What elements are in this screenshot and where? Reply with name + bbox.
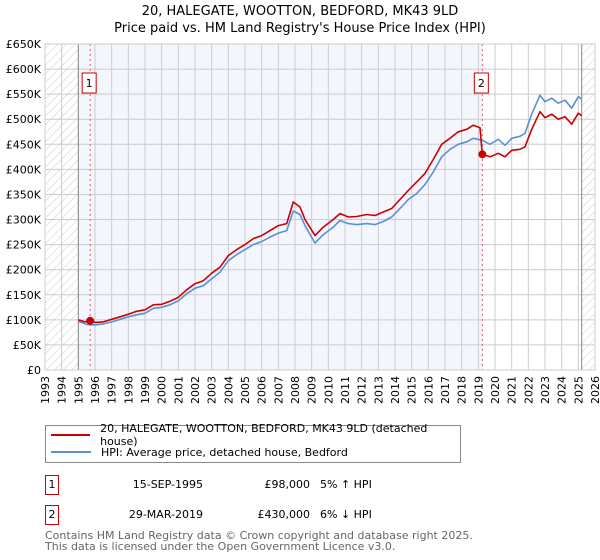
transaction-row: 2 29-MAR-2019 £430,000 6% ↓ HPI [45, 505, 465, 525]
sale-label-box [81, 72, 97, 94]
chart-subtitle: Price paid vs. HM Land Registry's House … [114, 21, 486, 36]
x-tick-label: 2025 [572, 376, 585, 404]
legend-label-hpi: HPI: Average price, detached house, Bedf… [101, 445, 348, 459]
sale-label: 1 [86, 77, 93, 90]
x-tick-label: 2002 [189, 376, 202, 404]
legend-item-hpi: HPI: Average price, detached house, Bedf… [51, 444, 348, 460]
y-tick-label: £350K [6, 188, 42, 201]
plot-border [44, 43, 596, 371]
transaction-marker: 2 [45, 505, 59, 525]
transaction-marker: 1 [45, 475, 59, 495]
y-tick-label: £200K [6, 264, 42, 277]
x-tick-label: 1995 [72, 376, 85, 404]
x-tick-label: 2021 [506, 376, 519, 404]
x-tick-label: 2007 [272, 376, 285, 404]
x-tick-label: 2005 [239, 376, 252, 404]
transaction-hpi-diff: 5% ↑ HPI [320, 478, 372, 491]
sale-label-box [473, 72, 489, 94]
x-tick-label: 1998 [122, 376, 135, 404]
x-tick-label: 2009 [306, 376, 319, 404]
transaction-date: 15-SEP-1995 [132, 478, 203, 491]
x-tick-label: 2001 [172, 376, 185, 404]
legend-swatch-blue [51, 451, 91, 453]
x-tick-label: 2016 [422, 376, 435, 404]
y-tick-label: £0 [27, 364, 41, 377]
x-tick-label: 2010 [322, 376, 335, 404]
x-tick-label: 1994 [56, 376, 69, 404]
sale-point [478, 150, 487, 159]
x-tick-label: 2013 [372, 376, 385, 404]
transaction-date: 29-MAR-2019 [128, 508, 203, 521]
transaction-price: £98,000 [264, 478, 311, 491]
x-tick-label: 2011 [339, 376, 352, 404]
x-tick-label: 2012 [356, 376, 369, 404]
x-tick-label: 2003 [206, 376, 219, 404]
hatched-region-after [581, 44, 595, 370]
x-tick-label: 2018 [456, 376, 469, 404]
sale-point [86, 316, 95, 325]
y-tick-label: £150K [6, 289, 42, 302]
legend: 20, HALEGATE, WOOTTON, BEDFORD, MK43 9LD… [45, 422, 461, 463]
footer-licence: This data is licensed under the Open Gov… [45, 540, 396, 553]
chart-title: 20, HALEGATE, WOOTTON, BEDFORD, MK43 9LD [141, 4, 459, 19]
y-tick-label: £500K [6, 113, 42, 126]
legend-label-property: 20, HALEGATE, WOOTTON, BEDFORD, MK43 9LD… [100, 422, 428, 448]
x-tick-label: 2022 [522, 376, 535, 404]
x-tick-label: 2015 [406, 376, 419, 404]
x-tick-label: 1993 [39, 376, 52, 404]
x-tick-label: 1999 [139, 376, 152, 404]
x-tick-label: 1996 [89, 376, 102, 404]
y-tick-label: £600K [6, 63, 42, 76]
sale-label: 2 [478, 77, 485, 90]
y-tick-label: £400K [6, 163, 42, 176]
hpi-line [78, 94, 583, 326]
y-tick-label: £50K [13, 339, 42, 352]
x-tick-label: 2020 [489, 376, 502, 404]
x-tick-label: 2014 [389, 376, 402, 404]
footer-copyright: Contains HM Land Registry data © Crown c… [45, 529, 473, 542]
x-tick-label: 2026 [589, 376, 600, 404]
x-tick-label: 2019 [472, 376, 485, 404]
footer: Contains HM Land Registry data © Crown c… [45, 530, 473, 552]
legend-swatch-red [51, 434, 91, 436]
x-tick-label: 2008 [289, 376, 302, 404]
transaction-hpi-diff: 6% ↓ HPI [320, 508, 372, 521]
x-tick-label: 1997 [106, 376, 119, 404]
x-tick-label: 2006 [256, 376, 269, 404]
x-tick-label: 2024 [556, 376, 569, 404]
price-chart: 1993 1994 1995 1996 1997 1998 1999 2000 2001 2002… [6, 38, 600, 404]
transaction-row: 1 15-SEP-1995 £98,000 5% ↑ HPI [45, 475, 465, 495]
y-tick-label: £100K [6, 314, 42, 327]
y-tick-label: £550K [6, 88, 42, 101]
transaction-price: £430,000 [257, 508, 311, 521]
x-tick-label: 2000 [156, 376, 169, 404]
x-tick-label: 2023 [539, 376, 552, 404]
x-tick-label: 2017 [439, 376, 452, 404]
y-tick-label: £450K [6, 138, 42, 151]
property-price-line [78, 110, 583, 324]
x-tick-label: 2004 [222, 376, 235, 404]
y-tick-label: £300K [6, 214, 42, 227]
ownership-shading [78, 44, 483, 370]
y-tick-label: £250K [6, 239, 42, 252]
legend-item-property: 20, HALEGATE, WOOTTON, BEDFORD, MK43 9LD… [51, 422, 460, 448]
y-tick-label: £650K [6, 38, 42, 51]
